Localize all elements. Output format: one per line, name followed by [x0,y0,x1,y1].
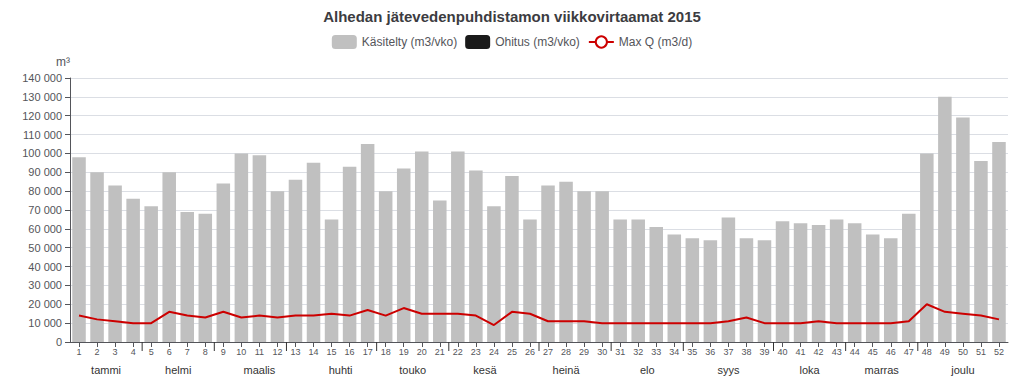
svg-text:27: 27 [543,347,553,357]
svg-text:80 000: 80 000 [28,185,62,197]
svg-text:0: 0 [56,336,62,348]
svg-text:6: 6 [167,347,172,357]
svg-text:30: 30 [597,347,607,357]
svg-text:m³: m³ [56,55,70,69]
svg-text:52: 52 [994,347,1004,357]
svg-text:34: 34 [669,347,679,357]
svg-text:40 000: 40 000 [28,261,62,273]
svg-text:26: 26 [525,347,535,357]
svg-text:touko: touko [399,364,426,376]
svg-text:helmi: helmi [165,364,191,376]
svg-text:heinä: heinä [553,364,581,376]
svg-text:12: 12 [272,347,282,357]
svg-text:41: 41 [796,347,806,357]
svg-text:31: 31 [615,347,625,357]
svg-text:10 000: 10 000 [28,317,62,329]
svg-text:tammi: tammi [91,364,121,376]
svg-text:8: 8 [203,347,208,357]
svg-text:130 000: 130 000 [22,91,62,103]
svg-text:23: 23 [471,347,481,357]
svg-text:kesä: kesä [473,364,497,376]
svg-text:43: 43 [832,347,842,357]
svg-text:24: 24 [489,347,499,357]
svg-text:32: 32 [633,347,643,357]
svg-text:17: 17 [363,347,373,357]
svg-text:30 000: 30 000 [28,279,62,291]
svg-text:21: 21 [435,347,445,357]
svg-text:140 000: 140 000 [22,72,62,84]
svg-text:elo: elo [640,364,655,376]
svg-text:48: 48 [922,347,932,357]
svg-text:33: 33 [651,347,661,357]
svg-text:2: 2 [95,347,100,357]
svg-text:joulu: joulu [950,364,974,376]
svg-text:11: 11 [255,347,264,357]
svg-text:120 000: 120 000 [22,110,62,122]
svg-text:45: 45 [868,347,878,357]
svg-text:Max Q (m3/d): Max Q (m3/d) [619,35,692,49]
svg-text:46: 46 [886,347,896,357]
svg-text:20 000: 20 000 [28,298,62,310]
svg-text:18: 18 [381,347,391,357]
svg-text:1: 1 [77,347,82,357]
svg-text:38: 38 [741,347,751,357]
svg-text:110 000: 110 000 [23,129,62,141]
svg-text:syys: syys [717,364,740,376]
svg-text:90 000: 90 000 [28,166,62,178]
svg-text:49: 49 [940,347,950,357]
svg-text:14: 14 [309,347,319,357]
svg-text:39: 39 [759,347,769,357]
svg-text:100 000: 100 000 [22,147,62,159]
svg-text:20: 20 [417,347,427,357]
svg-text:marras: marras [865,364,900,376]
svg-text:15: 15 [327,347,337,357]
svg-text:7: 7 [185,347,190,357]
svg-text:3: 3 [113,347,118,357]
svg-text:25: 25 [507,347,517,357]
svg-text:16: 16 [345,347,355,357]
svg-text:50: 50 [958,347,968,357]
svg-text:51: 51 [976,347,986,357]
svg-text:9: 9 [221,347,226,357]
svg-text:50 000: 50 000 [28,242,62,254]
svg-text:19: 19 [399,347,409,357]
svg-text:70 000: 70 000 [28,204,62,216]
svg-text:22: 22 [453,347,463,357]
svg-text:loka: loka [799,364,820,376]
svg-text:10: 10 [236,347,246,357]
svg-text:60 000: 60 000 [28,223,62,235]
svg-text:Alhedan jätevedenpuhdistamon v: Alhedan jätevedenpuhdistamon viikkovirta… [323,8,701,25]
svg-text:28: 28 [561,347,571,357]
svg-text:maalis: maalis [244,364,276,376]
svg-text:Ohitus (m3/vko): Ohitus (m3/vko) [495,35,580,49]
svg-text:huhti: huhti [329,364,353,376]
svg-text:35: 35 [687,347,697,357]
svg-text:44: 44 [850,347,860,357]
svg-text:Käsitelty (m3/vko): Käsitelty (m3/vko) [362,35,457,49]
svg-text:29: 29 [579,347,589,357]
svg-text:4: 4 [131,347,136,357]
svg-text:36: 36 [705,347,715,357]
svg-text:47: 47 [904,347,914,357]
svg-text:42: 42 [814,347,824,357]
svg-text:40: 40 [778,347,788,357]
svg-text:37: 37 [723,347,733,357]
svg-text:13: 13 [290,347,300,357]
svg-text:5: 5 [149,347,154,357]
